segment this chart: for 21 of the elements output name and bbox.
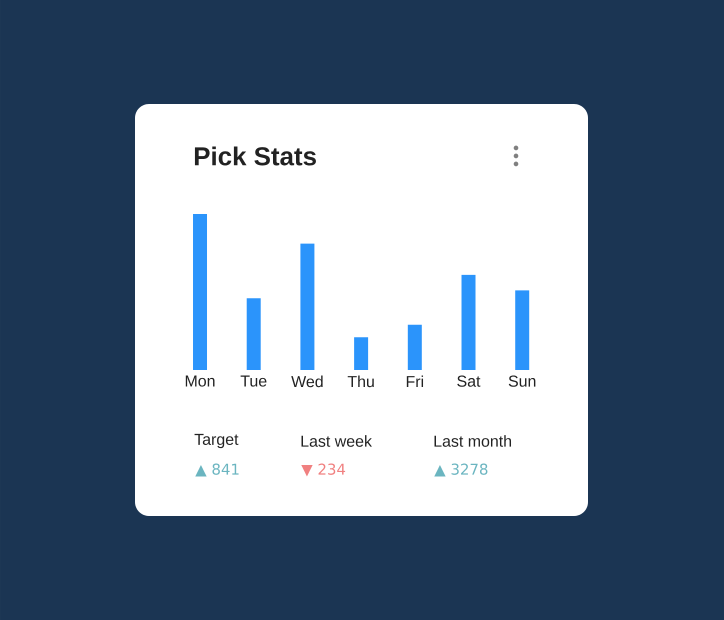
bar (462, 274, 476, 370)
bar (354, 337, 368, 370)
text: Last month (434, 435, 512, 447)
x-tick-label: Tue (240, 376, 266, 387)
x-tick-label: Sat (457, 376, 480, 387)
chart-title: Pick Stats (194, 146, 316, 166)
bar (408, 324, 422, 370)
text: ▲ 3278 (434, 464, 488, 476)
text: Last week (302, 435, 372, 447)
bar (300, 244, 314, 370)
x-tick-label: Fri (406, 376, 424, 388)
text: Target (194, 434, 238, 448)
bar (515, 290, 530, 370)
bar (193, 214, 208, 370)
text: ▲ 841 (195, 464, 239, 476)
x-tick-label: Mon (186, 376, 214, 387)
bar (246, 298, 261, 370)
text: ▼ 234 (301, 464, 346, 476)
x-tick-label: Thu (348, 376, 374, 388)
x-tick-label: Wed (291, 376, 323, 388)
x-tick-label: Sun (508, 376, 536, 387)
